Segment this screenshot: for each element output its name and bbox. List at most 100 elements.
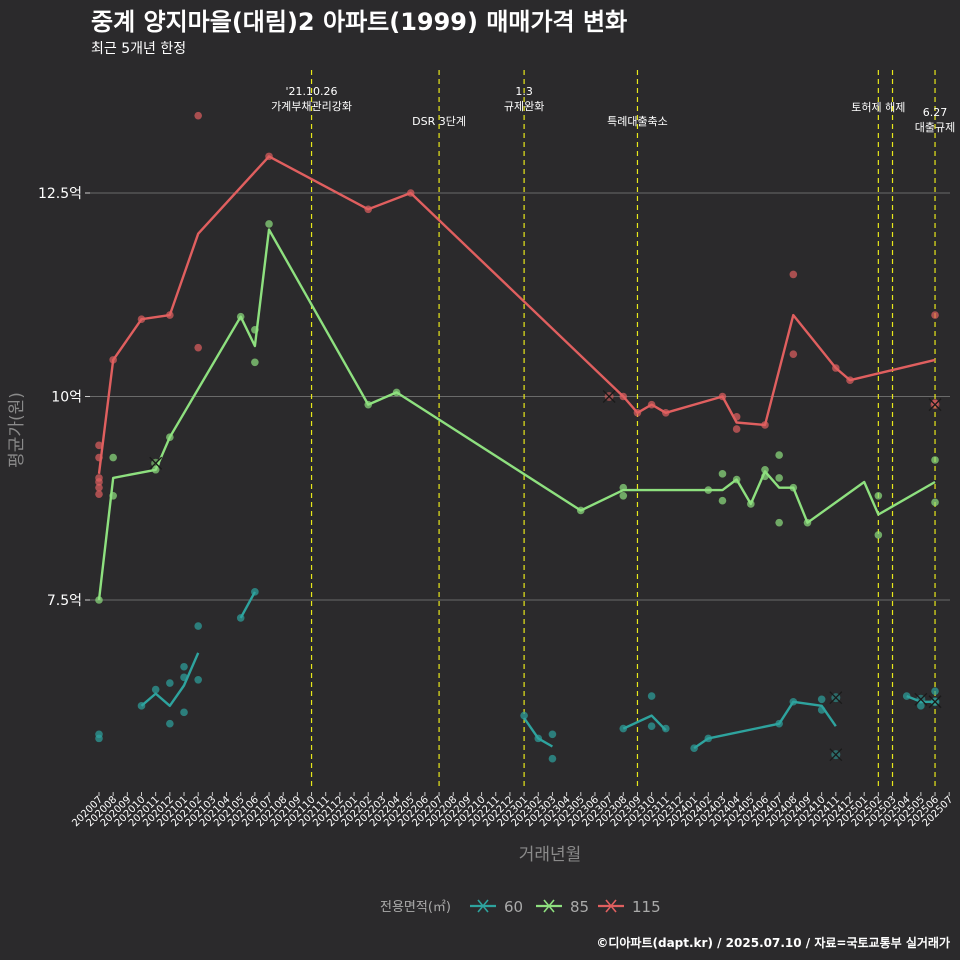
chart-title: 중계 양지마을(대림)2 아파트(1999) 매매가격 변화 (91, 8, 628, 36)
y-axis-title: 평균가(원) (7, 392, 27, 468)
data-point-85 (874, 531, 883, 539)
legend: 전용면적(㎡) 60 85 115 (380, 898, 661, 916)
data-point-85 (265, 220, 273, 228)
data-point-60 (548, 754, 557, 763)
data-point-115 (194, 343, 202, 352)
data-point-60 (180, 662, 188, 671)
data-point-60 (690, 744, 698, 752)
event-label: 특례대출축소 (607, 115, 668, 128)
data-point-85 (803, 518, 812, 527)
legend-label: 60 (504, 898, 523, 916)
series-line-60 (523, 717, 553, 748)
data-point-115 (732, 425, 741, 433)
legend-label: 115 (632, 898, 661, 916)
data-point-85 (761, 465, 769, 474)
y-tick-label: 12.5억 (38, 186, 82, 202)
data-point-60 (704, 734, 713, 743)
data-point-60 (151, 685, 160, 694)
data-point-115 (761, 421, 769, 429)
data-point-115 (832, 364, 840, 372)
data-point-115 (619, 392, 628, 401)
data-point-60 (194, 675, 202, 684)
data-point-60 (662, 724, 670, 733)
cancelled-point-60 (928, 695, 942, 709)
data-point-85 (151, 465, 160, 474)
data-point-85 (931, 456, 939, 464)
data-point-60 (95, 730, 103, 739)
data-point-85 (364, 400, 373, 409)
data-point-85 (775, 451, 783, 459)
data-point-115 (95, 483, 103, 492)
legend-item-60: 60 (470, 898, 523, 916)
legend-item-85: 85 (536, 898, 589, 916)
data-point-115 (931, 311, 939, 319)
data-point-85 (761, 472, 769, 481)
data-point-85 (95, 596, 103, 604)
event-label: 가계부채관리강화 (271, 100, 352, 113)
source-caption: ©디아파트(dapt.kr) / 2025.07.10 / 자료=국토교통부 실… (596, 936, 950, 950)
data-point-85 (166, 433, 174, 442)
data-point-60 (548, 730, 557, 739)
cancelled-point-115 (602, 390, 616, 403)
data-point-60 (647, 692, 656, 700)
data-point-85 (576, 506, 585, 515)
data-point-85 (732, 475, 741, 484)
cancelled-point-60 (829, 691, 843, 705)
legend-label: 85 (570, 898, 589, 916)
data-point-115 (95, 490, 103, 498)
series-line-60 (622, 714, 667, 732)
y-tick-label: 7.5억 (47, 593, 82, 609)
data-point-115 (846, 376, 854, 385)
data-point-115 (109, 356, 117, 364)
y-tick-label: 10억 (51, 390, 82, 406)
data-point-60 (775, 719, 783, 728)
data-point-60 (817, 695, 826, 704)
series-line-85 (97, 228, 936, 601)
data-point-60 (647, 722, 656, 730)
data-point-60 (180, 673, 188, 682)
data-point-115 (265, 152, 273, 161)
data-point-115 (406, 189, 415, 197)
data-point-85 (392, 388, 401, 397)
data-point-85 (931, 498, 939, 507)
data-point-85 (109, 492, 117, 500)
chart-subtitle: 최근 5개년 한정 (91, 41, 187, 57)
series-line-60 (239, 591, 256, 619)
series-line-115 (97, 155, 936, 474)
data-point-115 (95, 478, 103, 486)
data-point-60 (817, 706, 826, 714)
data-point-85 (236, 312, 245, 321)
data-point-60 (166, 679, 174, 687)
data-point-60 (917, 702, 925, 710)
data-point-60 (619, 724, 628, 733)
data-point-60 (166, 719, 174, 728)
data-point-85 (718, 470, 727, 478)
data-point-60 (137, 702, 146, 710)
event-label: 1.3 (515, 85, 533, 98)
data-point-60 (180, 708, 188, 717)
data-point-85 (704, 486, 713, 494)
event-label: 6.27 (923, 106, 948, 119)
x-axis-title: 거래년월 (519, 845, 582, 865)
legend-item-115: 115 (598, 898, 661, 916)
data-point-115 (166, 311, 174, 319)
data-point-60 (236, 614, 245, 622)
cancelled-point-85 (149, 456, 163, 470)
data-point-85 (789, 483, 798, 492)
data-point-115 (647, 400, 656, 409)
series-line-60 (693, 700, 837, 750)
data-point-60 (534, 734, 543, 743)
data-point-115 (95, 441, 103, 450)
data-point-60 (251, 588, 259, 596)
data-point-115 (789, 350, 798, 358)
series-line-60 (140, 652, 200, 707)
data-point-85 (109, 453, 117, 462)
data-point-60 (520, 711, 528, 720)
data-point-115 (137, 315, 146, 323)
event-label: 토허제 해제 (851, 100, 905, 114)
cancelled-point-60 (914, 692, 928, 706)
data-point-85 (251, 358, 259, 367)
data-point-85 (775, 474, 783, 482)
data-point-60 (902, 692, 911, 700)
